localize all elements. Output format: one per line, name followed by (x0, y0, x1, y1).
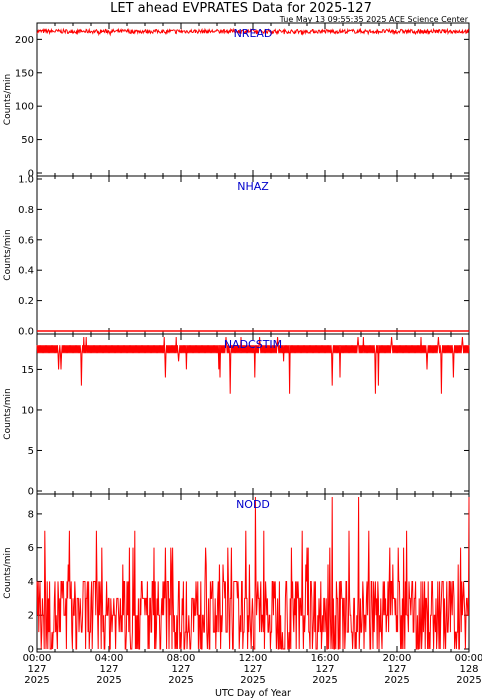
x-tick-label: 127 (387, 664, 406, 675)
y-tick-label: 0 (28, 487, 34, 498)
y-tick-label: 2 (28, 611, 34, 622)
x-tick-label: 127 (27, 664, 46, 675)
panel-name-label: NADCSTIM (224, 338, 282, 351)
panel-name-label: NREAD (234, 27, 273, 40)
x-tick-label: 127 (315, 664, 334, 675)
y-tick-label: 0.6 (18, 235, 34, 246)
series-line-nadcstim (36, 336, 470, 394)
x-tick-label: 127 (99, 664, 118, 675)
y-tick-label: 200 (15, 35, 34, 46)
panel-nhaz: 0.0 0.2 0.4 0.6 0.8 1.0 Counts/min NHAZ (3, 175, 470, 338)
y-tick-label: 15 (21, 365, 34, 376)
series-line-nread (36, 27, 470, 37)
y-tick-label: 8 (28, 509, 34, 520)
series-line-nodd (36, 496, 470, 650)
x-tick-label: 12:00 (239, 653, 268, 664)
y-tick-label: 0.2 (18, 296, 34, 307)
y-axis-label: Counts/min (3, 74, 13, 125)
panels-group: 050100150200Counts/minNREAD0.00.20.40.60… (3, 22, 470, 656)
x-axis: 00:00127202504:00127202508:00127202512:0… (23, 653, 482, 686)
y-tick-label: 150 (15, 68, 34, 79)
x-axis-label: UTC Day of Year (215, 688, 291, 699)
timestamp-stamp: Tue May 13 09:55:35 2025 ACE Science Cen… (279, 15, 469, 24)
y-tick-label: 0.4 (18, 266, 34, 277)
panel-frame (36, 175, 470, 335)
y-tick-label: 50 (21, 135, 34, 146)
y-tick-label: 0 (28, 169, 34, 180)
x-tick-label: 127 (171, 664, 190, 675)
x-tick-label: 127 (243, 664, 262, 675)
x-tick-label: 2025 (384, 675, 409, 686)
x-tick-label: 2025 (168, 675, 193, 686)
x-tick-label: 00:00 (23, 653, 52, 664)
chart-title: LET ahead EVPRATES Data for 2025-127 (110, 1, 372, 16)
panel-nodd: 0 2 4 6 8 Counts/min NODD (3, 493, 470, 656)
x-tick-label: 2025 (240, 675, 265, 686)
x-tick-label: 2025 (312, 675, 337, 686)
panel-frame (36, 333, 470, 495)
y-axis-label: Counts/min (3, 229, 13, 280)
y-tick-label: 0 (28, 645, 34, 656)
y-tick-label: 10 (21, 405, 34, 416)
x-tick-label: 128 (459, 664, 478, 675)
panel-nadcstim: 0 5 10 15 Counts/min NADCSTIM (3, 333, 470, 498)
y-tick-label: 1.0 (18, 175, 34, 186)
y-tick-label: 0.0 (18, 327, 34, 338)
y-tick-label: 5 (28, 446, 34, 457)
x-tick-label: 2025 (456, 675, 481, 686)
x-tick-label: 04:00 (95, 653, 124, 664)
y-tick-label: 4 (28, 577, 34, 588)
y-tick-label: 6 (28, 543, 34, 554)
y-axis-label: Counts/min (3, 388, 13, 439)
y-tick-label: 0.8 (18, 205, 34, 216)
x-tick-label: 08:00 (167, 653, 196, 664)
x-tick-label: 2025 (24, 675, 49, 686)
x-tick-label: 2025 (96, 675, 121, 686)
y-tick-label: 100 (15, 102, 34, 113)
y-axis-label: Counts/min (3, 547, 13, 598)
panel-frame (36, 22, 470, 177)
x-tick-label: 00:00 (455, 653, 482, 664)
panel-name-label: NODD (236, 498, 270, 511)
x-tick-label: 16:00 (311, 653, 340, 664)
panel-nread: 0 50 100 150 200 Counts/min NREAD (3, 22, 470, 180)
panel-name-label: NHAZ (237, 180, 269, 193)
x-tick-label: 20:00 (383, 653, 412, 664)
